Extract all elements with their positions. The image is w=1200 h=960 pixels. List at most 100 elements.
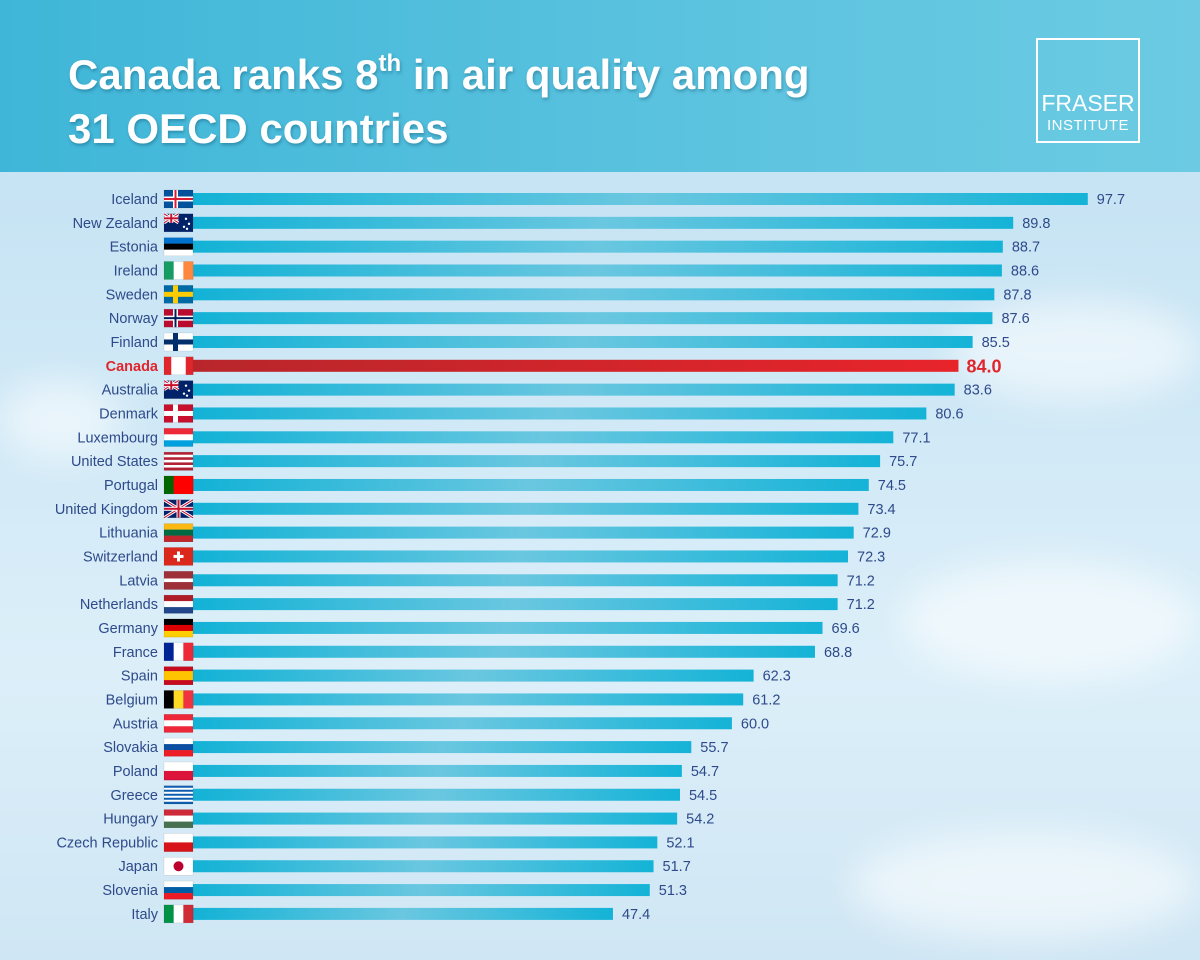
flag-germany-icon	[163, 618, 194, 638]
category-label: Canada	[106, 359, 159, 375]
value-label: 80.6	[935, 406, 963, 422]
flag-czech-republic-icon	[163, 833, 194, 852]
bar-row: Australia 83.6	[102, 383, 992, 399]
category-label: United Kingdom	[55, 502, 158, 518]
category-label: Spain	[121, 669, 158, 685]
flag-canada-icon	[163, 356, 194, 376]
value-label: 71.2	[847, 597, 875, 613]
bar-row: Belgium 61.2	[106, 692, 781, 708]
bar-row: Japan 51.7	[118, 859, 690, 875]
category-label: New Zealand	[73, 216, 158, 232]
value-label: 54.2	[686, 812, 714, 828]
flag-sweden-icon	[163, 285, 194, 304]
bar	[193, 907, 613, 920]
category-label: Lithuania	[99, 526, 159, 542]
category-label: Sweden	[106, 287, 158, 303]
value-label: 68.8	[824, 645, 852, 661]
flag-spain-icon	[163, 666, 194, 685]
value-label: 47.4	[622, 907, 650, 923]
value-label: 97.7	[1097, 192, 1125, 208]
value-label: 51.7	[663, 859, 691, 875]
bar	[193, 598, 838, 611]
bar	[193, 764, 682, 777]
category-label: Australia	[102, 383, 159, 399]
flag-netherlands-icon	[163, 594, 194, 614]
category-label: Italy	[131, 907, 158, 923]
category-label: Switzerland	[83, 549, 158, 565]
category-label: France	[113, 645, 158, 661]
flag-japan-icon	[163, 856, 194, 876]
value-label: 87.8	[1003, 287, 1031, 303]
bar	[193, 884, 650, 897]
value-label: 74.5	[878, 478, 906, 494]
value-label: 85.5	[982, 335, 1010, 351]
bar-row: New Zealand 89.8	[73, 216, 1051, 232]
bar	[193, 621, 823, 634]
category-label: Hungary	[103, 812, 159, 828]
value-label: 54.7	[691, 764, 719, 780]
flag-iceland-icon	[163, 189, 194, 209]
flag-portugal-icon	[163, 475, 194, 495]
value-label: 83.6	[964, 383, 992, 399]
bar	[193, 431, 894, 444]
bar	[193, 550, 849, 563]
bar	[193, 574, 838, 587]
bar-row: Denmark 80.6	[99, 406, 963, 422]
value-label: 71.2	[847, 573, 875, 589]
flag-denmark-icon	[163, 404, 194, 423]
category-label: Norway	[109, 311, 159, 327]
value-label: 55.7	[700, 740, 728, 756]
flag-united-states-icon	[163, 451, 194, 471]
value-label: 61.2	[752, 692, 780, 708]
bar-row: Austria 60.0	[113, 716, 769, 732]
bar	[193, 335, 973, 348]
bar-row: United Kingdom 73.4	[55, 502, 896, 518]
bar-row: Latvia 71.2	[119, 573, 875, 589]
bar-row: Portugal 74.5	[104, 478, 906, 494]
category-label: United States	[71, 454, 158, 470]
bar-row: Finland 85.5	[110, 335, 1009, 351]
category-label: Poland	[113, 764, 158, 780]
flag-ireland-icon	[163, 261, 194, 280]
flag-hungary-icon	[163, 809, 194, 828]
flag-luxembourg-icon	[163, 428, 194, 447]
flag-new-zealand-icon	[163, 212, 194, 233]
flag-belgium-icon	[163, 690, 194, 709]
value-label: 89.8	[1022, 216, 1050, 232]
category-label: Luxembourg	[77, 430, 158, 446]
category-label: Finland	[110, 335, 158, 351]
bar	[193, 455, 881, 468]
bar	[193, 359, 959, 372]
value-label: 87.6	[1001, 311, 1029, 327]
bar-row: Netherlands 71.2	[80, 597, 875, 613]
category-label: Czech Republic	[56, 835, 158, 851]
bar-row: Norway 87.6	[109, 311, 1030, 327]
bar	[193, 836, 658, 849]
category-label: Ireland	[114, 263, 158, 279]
value-label: 52.1	[666, 835, 694, 851]
value-label: 77.1	[902, 430, 930, 446]
value-label: 72.3	[857, 549, 885, 565]
bar-row: Sweden 87.8	[106, 287, 1032, 303]
flag-greece-icon	[163, 785, 194, 805]
bar-row: Czech Republic 52.1	[56, 835, 694, 851]
flag-slovakia-icon	[163, 737, 194, 757]
category-label: Japan	[118, 859, 158, 875]
value-label: 69.6	[832, 621, 860, 637]
category-label: Latvia	[119, 573, 159, 589]
bar-row: Switzerland 72.3	[83, 549, 885, 565]
bar-row: Slovakia 55.7	[103, 740, 728, 756]
value-label: 72.9	[863, 526, 891, 542]
category-label: Portugal	[104, 478, 158, 494]
category-label: Estonia	[110, 240, 159, 256]
bar	[193, 788, 680, 801]
bar	[193, 502, 859, 515]
category-label: Austria	[113, 716, 159, 732]
bar-row: Poland 54.7	[113, 764, 719, 780]
bar	[193, 717, 732, 730]
value-label: 60.0	[741, 716, 769, 732]
flag-italy-icon	[163, 904, 194, 924]
flag-slovenia-icon	[163, 880, 194, 900]
category-label: Slovenia	[102, 883, 159, 899]
